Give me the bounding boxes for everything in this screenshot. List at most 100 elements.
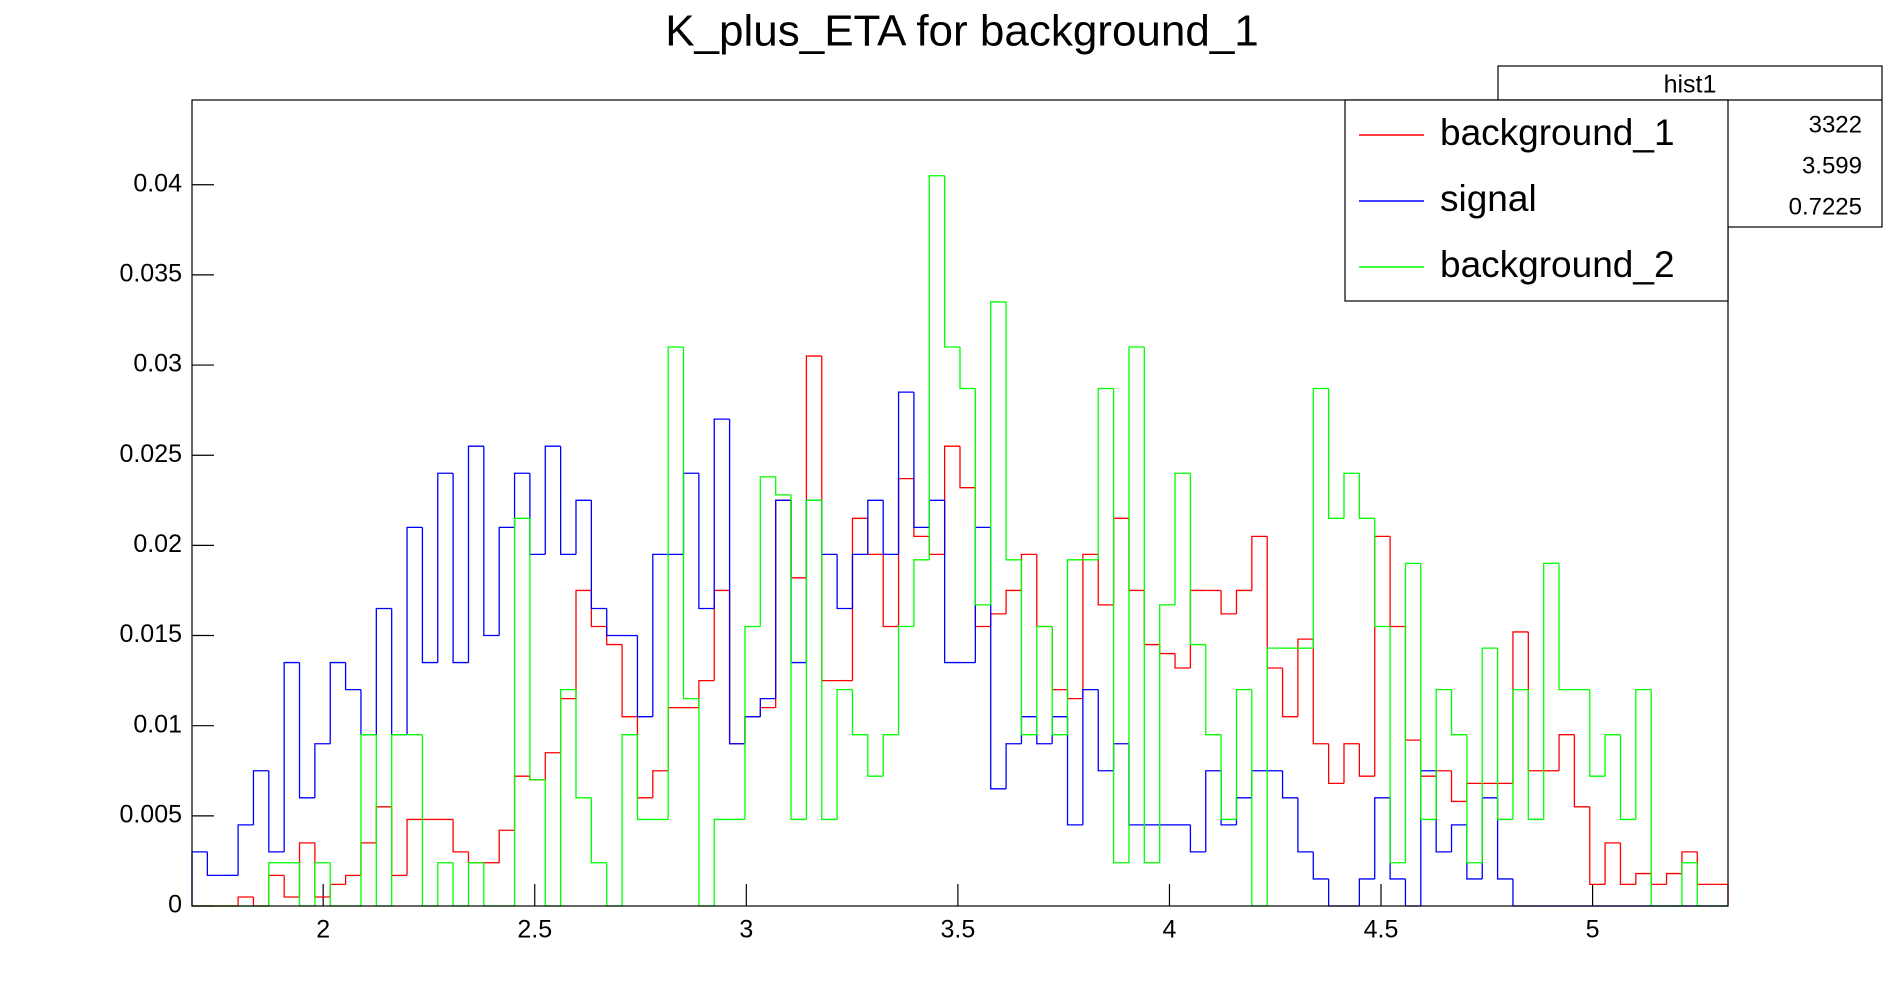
y-tick-label: 0.035 xyxy=(119,260,182,288)
histogram-bin xyxy=(990,527,1007,790)
histogram-bin xyxy=(636,716,653,799)
histogram-bin xyxy=(467,862,484,906)
histogram-bin xyxy=(759,476,776,627)
histogram-bin xyxy=(1558,734,1575,771)
histogram-bin xyxy=(268,874,285,906)
histogram-bin xyxy=(544,779,561,907)
histogram-bin xyxy=(1020,559,1037,736)
legend-label: signal xyxy=(1440,178,1537,219)
histogram-bin xyxy=(283,661,300,852)
histogram-bin xyxy=(805,355,822,578)
histogram-bin xyxy=(1374,518,1391,628)
histogram-bin xyxy=(1589,806,1606,886)
histogram-bin xyxy=(928,536,945,556)
histogram-bin xyxy=(775,499,792,708)
histogram-bin xyxy=(375,734,392,907)
histogram-bin xyxy=(1097,689,1114,772)
histogram-bin xyxy=(1251,535,1268,591)
histogram-bin xyxy=(1343,472,1360,519)
histogram-bin xyxy=(575,689,592,799)
histogram-bin xyxy=(698,679,715,708)
histogram-bin xyxy=(344,874,361,885)
histogram-bin xyxy=(959,446,976,489)
histogram-bin xyxy=(913,559,930,627)
histogram-bin xyxy=(1143,590,1160,646)
histogram-bin xyxy=(913,392,930,528)
histogram-bin xyxy=(1005,301,1022,561)
histogram-bin xyxy=(1174,653,1191,669)
histogram-bin xyxy=(1327,878,1344,907)
histogram-bin xyxy=(1251,770,1268,798)
histogram-bin xyxy=(713,818,730,906)
histogram-bin xyxy=(298,842,315,897)
histogram-bin xyxy=(575,589,592,699)
histogram-bin xyxy=(559,688,576,906)
histogram-bin xyxy=(529,473,546,556)
histogram-bin xyxy=(1159,644,1176,655)
histogram-bin xyxy=(329,661,346,744)
histogram-bin xyxy=(1066,559,1083,735)
histogram-bin xyxy=(1189,589,1206,668)
histogram-bin xyxy=(360,842,377,876)
histogram-bin xyxy=(1220,770,1237,826)
histogram-bin xyxy=(851,689,868,736)
histogram-bin xyxy=(559,446,576,556)
histogram-bin xyxy=(1712,883,1729,906)
histogram-bin xyxy=(1665,872,1682,885)
histogram-bin xyxy=(897,391,914,555)
histogram-bin xyxy=(636,635,653,718)
histogram-bin xyxy=(1604,734,1621,777)
histogram-bin xyxy=(759,697,776,717)
histogram-bin xyxy=(621,734,638,906)
histogram-bin xyxy=(1604,842,1621,885)
histogram-bin xyxy=(206,851,223,876)
histogram-bin xyxy=(314,842,331,898)
histogram-bin xyxy=(775,499,792,699)
histogram-bin xyxy=(667,346,684,820)
histogram-bin xyxy=(1297,797,1314,853)
y-tick-label: 0.04 xyxy=(133,169,182,197)
histogram-bin xyxy=(943,175,960,348)
histogram-bin xyxy=(606,608,623,637)
histogram-bin xyxy=(1496,648,1513,821)
histogram-bin xyxy=(1389,626,1406,864)
histogram-bin xyxy=(867,499,884,555)
histogram-bin xyxy=(928,499,945,528)
y-tick-label: 0.03 xyxy=(133,350,182,378)
histogram-bin xyxy=(1189,824,1206,853)
y-tick-label: 0.005 xyxy=(119,800,182,828)
histogram-bin xyxy=(314,862,331,906)
histogram-bin xyxy=(1051,626,1068,736)
histogram-bin xyxy=(974,526,991,663)
histogram-bin xyxy=(851,553,868,609)
histogram-bin xyxy=(1681,862,1698,906)
histogram-bin xyxy=(805,499,822,663)
histogram-bin xyxy=(744,625,761,820)
histogram-bin xyxy=(268,862,285,906)
histogram-bin xyxy=(544,752,561,780)
histogram-bin xyxy=(959,347,976,390)
histogram-bin xyxy=(698,473,715,610)
histogram-bin xyxy=(821,500,838,821)
histogram-bin xyxy=(360,734,377,906)
histogram-bin xyxy=(237,824,254,876)
histogram-bin xyxy=(1327,388,1344,519)
histogram-bin xyxy=(836,554,853,610)
histogram-bin xyxy=(1389,797,1406,880)
stats-title: hist1 xyxy=(1664,71,1717,99)
histogram-bin xyxy=(391,734,408,906)
histogram-bin xyxy=(790,500,807,579)
histogram-bin xyxy=(1051,716,1068,744)
histogram-bin xyxy=(1312,387,1329,649)
histogram-bin xyxy=(1235,688,1252,820)
histogram-bin xyxy=(790,494,807,821)
histogram-bin xyxy=(851,517,868,681)
stats-value: 3.599 xyxy=(1802,152,1862,179)
histogram-bin xyxy=(529,518,546,781)
histogram-bin xyxy=(652,770,669,798)
histogram-bin xyxy=(191,851,208,906)
histogram-bin xyxy=(513,472,530,528)
histogram-bin xyxy=(897,478,914,627)
histogram-bin xyxy=(237,896,254,906)
